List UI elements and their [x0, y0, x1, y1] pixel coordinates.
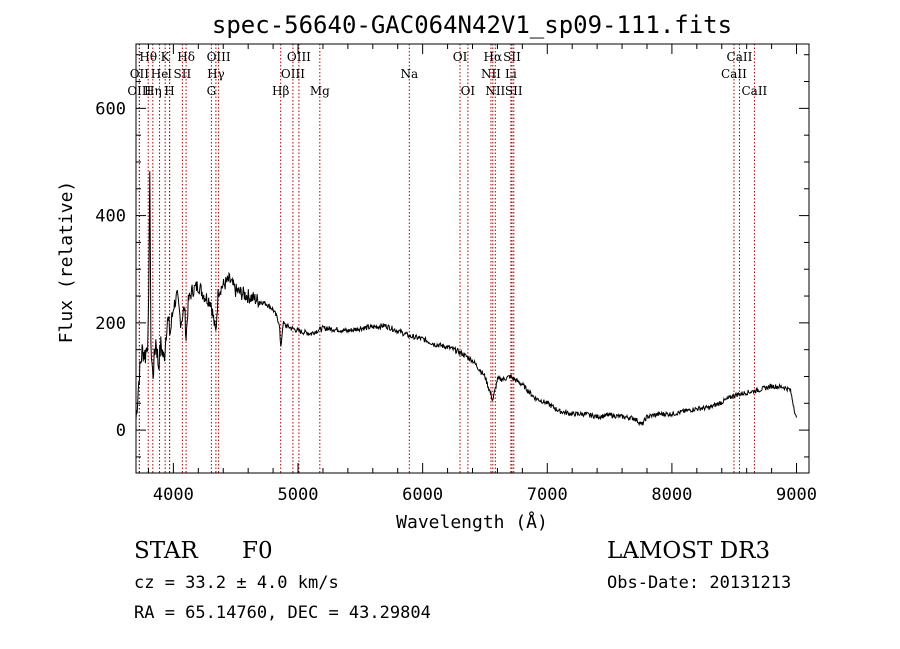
y-tick-label-2: 400 — [95, 207, 126, 227]
marker-label-15: OIII — [281, 67, 305, 81]
x-tick-label-1: 5000 — [278, 485, 319, 505]
marker-label-2: OIII — [127, 84, 151, 98]
x-tick-label-0: 4000 — [153, 485, 194, 505]
marker-label-8: Hδ — [177, 50, 195, 64]
observation-date: Obs-Date: 20131213 — [607, 573, 792, 593]
x-tick-label-2: 6000 — [402, 485, 443, 505]
marker-label-13: Hβ — [272, 84, 289, 98]
marker-label-14: OIII — [287, 50, 311, 64]
y-axis-label: Flux (relative) — [56, 181, 77, 344]
marker-label-23: SII — [503, 50, 521, 64]
marker-label-5: K — [161, 50, 171, 64]
chart-title: spec-56640-GAC064N42V1_sp09-111.fits — [212, 11, 732, 39]
marker-label-9: SII — [174, 67, 192, 81]
survey-name: LAMOST DR3 — [607, 538, 771, 564]
y-tick-label-3: 600 — [95, 99, 126, 119]
x-tick-label-5: 9000 — [776, 485, 817, 505]
marker-label-22: NII — [485, 84, 505, 98]
redshift-value: cz = 33.2 ± 4.0 km/s — [134, 573, 339, 593]
marker-label-18: OI — [453, 50, 468, 64]
x-tick-label-3: 7000 — [527, 485, 568, 505]
marker-label-3: He — [151, 67, 169, 81]
marker-label-19: OI — [461, 84, 476, 98]
marker-label-11: Hγ — [207, 67, 225, 81]
marker-label-16: Mg — [310, 84, 330, 98]
y-tick-label-1: 200 — [95, 314, 126, 334]
marker-label-6: I — [167, 67, 172, 81]
marker-label-28: CaII — [741, 84, 767, 98]
marker-label-12: G — [207, 84, 217, 98]
coordinates: RA = 65.14760, DEC = 43.29804 — [134, 603, 431, 623]
y-tick-label-0: 0 — [116, 421, 126, 441]
marker-label-1: OII — [130, 67, 150, 81]
marker-label-20: Hα — [484, 50, 503, 64]
marker-label-25: SII — [505, 84, 523, 98]
object-subclass: F0 — [242, 538, 273, 564]
marker-label-27: CaII — [721, 67, 747, 81]
marker-label-17: Na — [400, 67, 418, 81]
marker-label-26: CaII — [727, 50, 753, 64]
marker-label-7: H — [164, 84, 174, 98]
spectrum-line — [135, 171, 797, 427]
x-tick-label-4: 8000 — [651, 485, 692, 505]
x-axis-label: Wavelength (Å) — [396, 511, 548, 533]
marker-label-21: NII — [481, 67, 501, 81]
marker-label-10: OIII — [207, 50, 231, 64]
marker-label-0: Hθ — [139, 50, 157, 64]
marker-label-24: Li — [505, 67, 517, 81]
object-class: STAR — [134, 538, 198, 564]
marker-label-4: Hη — [144, 84, 162, 98]
plot-frame — [135, 43, 810, 474]
